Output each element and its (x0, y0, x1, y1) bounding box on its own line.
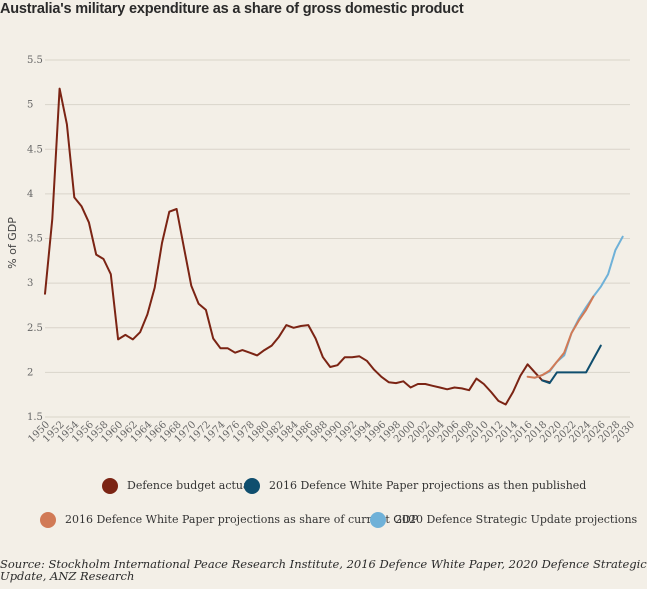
line-chart: 1.5 2 2.5 3 3.5 4 4.5 5 5.5 19501952195419561958… (6, 55, 638, 528)
legend-swatch (244, 478, 260, 494)
series-line-1 (541, 344, 602, 385)
y-axis-ticks: 1.5 2 2.5 3 3.5 4 4.5 5 5.5 (27, 55, 43, 423)
legend-label: 2016 Defence White Paper projections as … (65, 513, 419, 526)
series-line-0 (44, 87, 551, 406)
x-axis-ticks: 1950195219541956195819601962196419661968… (26, 419, 637, 445)
y-tick-label: 2 (27, 367, 33, 378)
y-tick-label: 4 (27, 189, 33, 200)
chart-title: Australia's military expenditure as a sh… (0, 1, 464, 17)
y-tick-label: 5.5 (27, 55, 43, 66)
series-lines (44, 87, 624, 406)
legend-label: Defence budget actual (127, 479, 254, 492)
legend-swatch (370, 512, 386, 528)
y-tick-label: 4.5 (27, 144, 43, 155)
legend-swatch (102, 478, 118, 494)
y-axis-title: % of GDP (6, 217, 19, 269)
series-line-3 (533, 235, 624, 379)
y-tick-label: 3.5 (27, 234, 43, 245)
y-tick-label: 1.5 (27, 412, 43, 423)
grid (45, 59, 630, 418)
legend-swatch (40, 512, 56, 528)
source-note: Source: Stockholm International Peace Re… (0, 557, 647, 583)
legend-label: 2020 Defence Strategic Update projection… (395, 513, 638, 526)
series-line-2 (526, 295, 595, 379)
legend-label: 2016 Defence White Paper projections as … (269, 479, 586, 492)
y-tick-label: 3 (27, 278, 33, 289)
legend: Defence budget actual 2016 Defence White … (40, 478, 638, 528)
y-tick-label: 5 (27, 100, 33, 111)
y-tick-label: 2.5 (27, 323, 43, 334)
